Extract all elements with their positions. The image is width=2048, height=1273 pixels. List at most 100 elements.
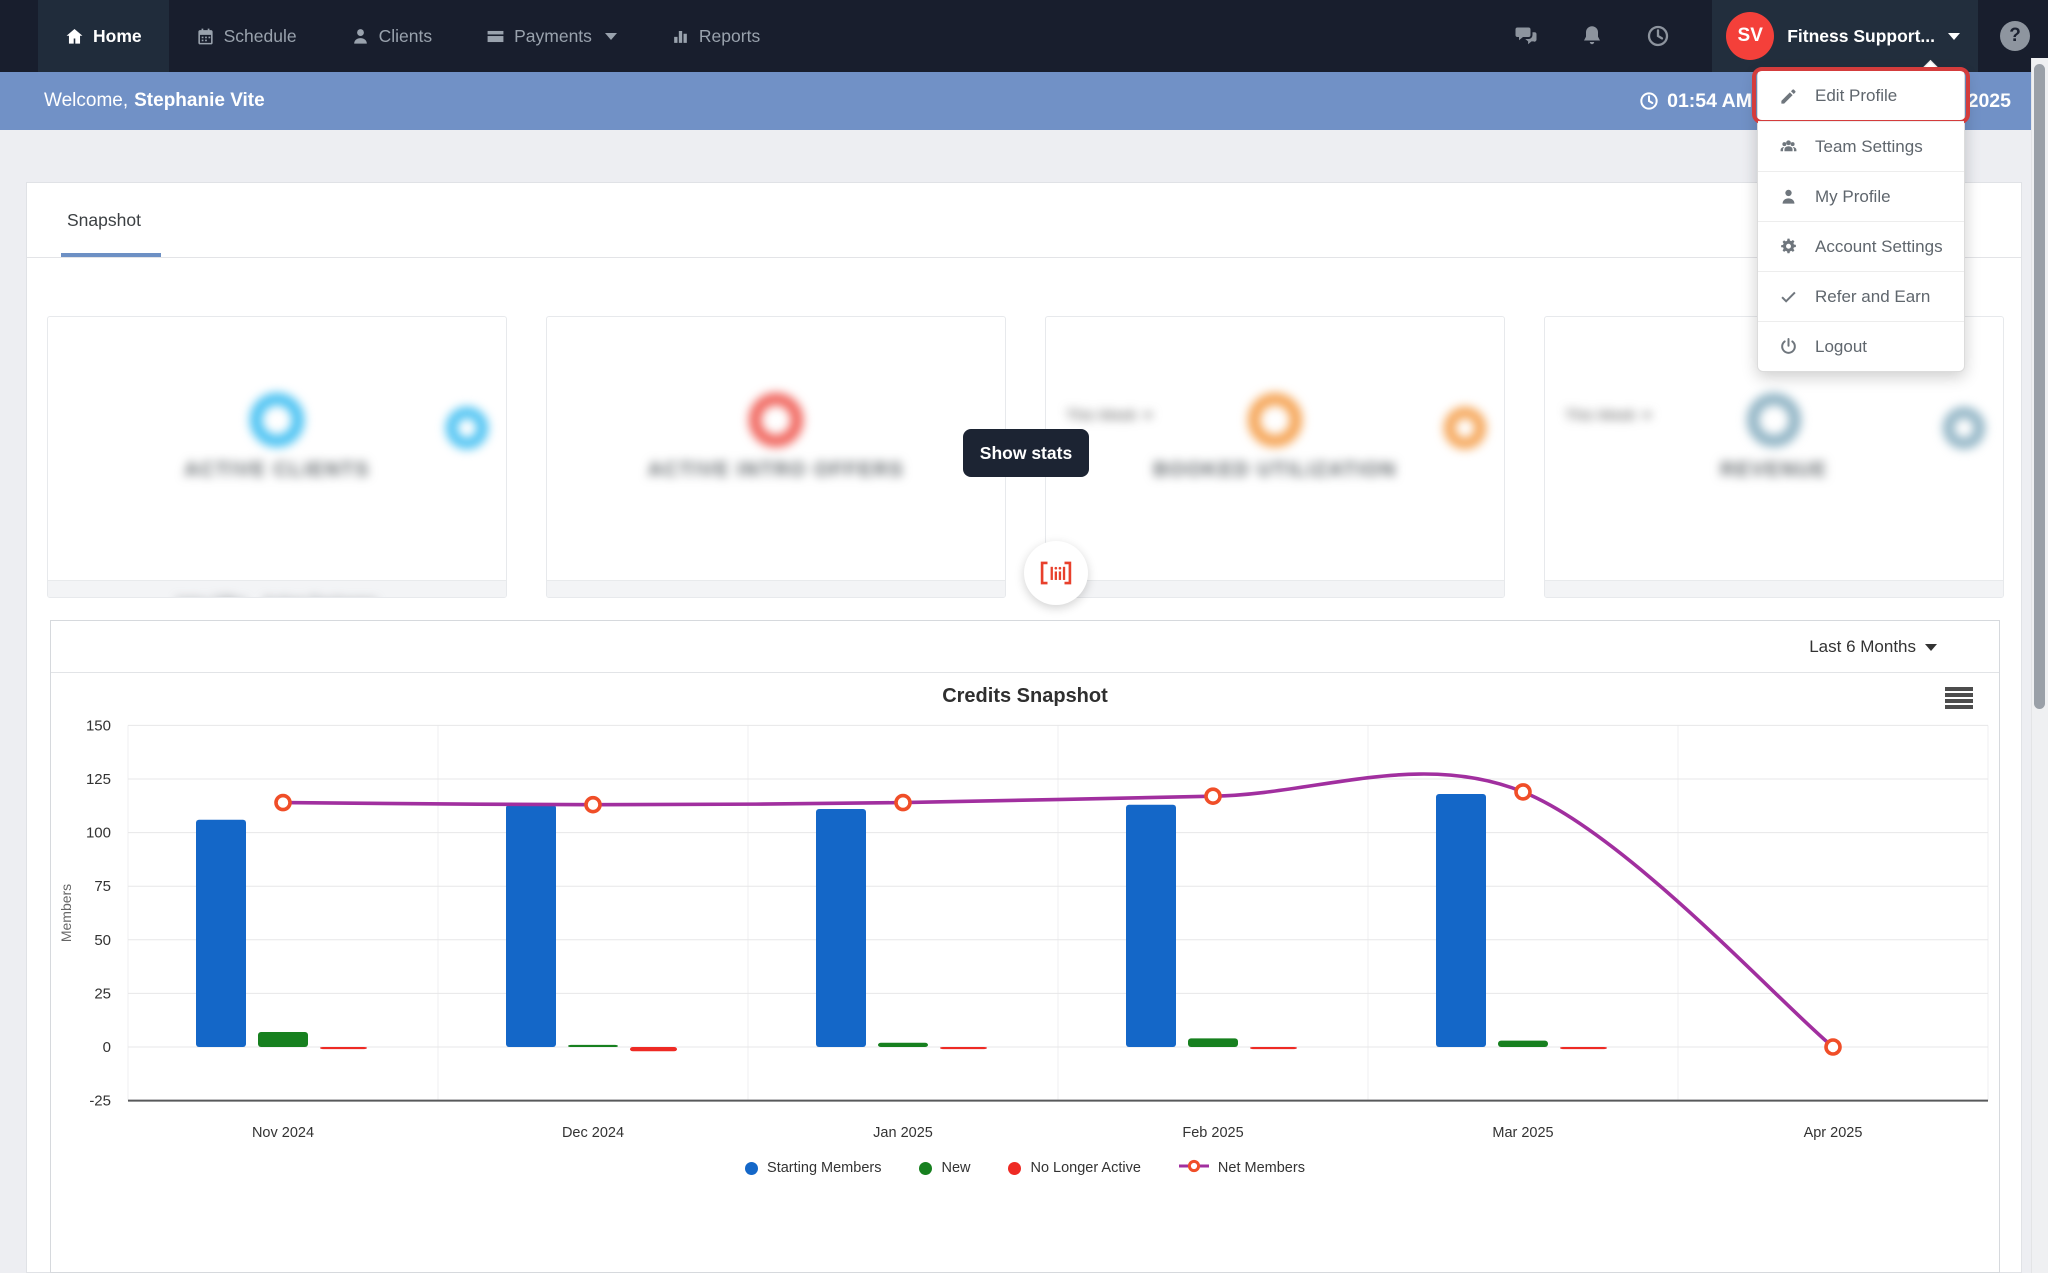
card-corner-icon[interactable] (1444, 407, 1486, 449)
nav-item-home[interactable]: Home (38, 0, 169, 72)
welcome-message: Welcome, Stephanie Vite (44, 72, 265, 130)
nav-item-label: Reports (698, 25, 761, 46)
svg-text:Feb 2025: Feb 2025 (1182, 1125, 1243, 1141)
power-icon (1779, 337, 1798, 356)
stat-card-footer (1046, 580, 1504, 597)
loading-donut-icon (1747, 393, 1801, 447)
current-date-fragment: 2025 (1967, 89, 2011, 112)
nav-item-reports[interactable]: Reports (644, 0, 787, 72)
legend-item-net-members[interactable]: Net Members (1178, 1159, 1305, 1177)
barcode-scan-button[interactable] (1024, 541, 1088, 605)
navbar-action-icons (1514, 24, 1712, 48)
bell-icon[interactable] (1580, 24, 1604, 48)
credits-snapshot-panel: Last 6 Months Credits Snapshot 150 125 100… (50, 620, 2000, 1273)
top-navbar: Home Schedule Clients Payments Reports SV Fi… (0, 0, 2048, 72)
chart-context-menu-icon[interactable] (1945, 687, 1973, 711)
svg-text:0: 0 (103, 1039, 111, 1056)
menu-item-refer-and-earn[interactable]: Refer and Earn (1758, 271, 1964, 321)
credit-card-icon (486, 27, 505, 46)
nav-item-clients[interactable]: Clients (324, 0, 460, 72)
stat-card-title: REVENUE (1720, 459, 1828, 481)
svg-text:Members: Members (58, 884, 74, 942)
tab-active-underline (61, 253, 161, 257)
footer-line: Intro Offer _ Active Packages (177, 591, 377, 598)
card-corner-icon[interactable] (1943, 407, 1985, 449)
card-period-label: This Week (1565, 407, 1636, 424)
menu-item-account-settings[interactable]: Account Settings (1758, 221, 1964, 271)
clock-icon (1639, 91, 1659, 111)
stat-card-footer: Intro Offer _ Active PackagesRecurring B… (48, 580, 506, 598)
stat-card-title: BOOKED UTILIZATION (1153, 459, 1397, 481)
legend-item-no-longer-active[interactable]: No Longer Active (1008, 1160, 1141, 1176)
time-value: 01:54 AM (1667, 89, 1752, 112)
welcome-bar: Welcome, Stephanie Vite 01:54 AM 2025 (0, 72, 2048, 130)
menu-item-logout[interactable]: Logout (1758, 321, 1964, 371)
chevron-down-icon (1925, 643, 1937, 651)
svg-text:100: 100 (86, 825, 111, 842)
svg-text:50: 50 (94, 932, 111, 949)
legend-label: Net Members (1217, 1160, 1305, 1176)
legend-item-new[interactable]: New (919, 1160, 970, 1176)
svg-text:Jan 2025: Jan 2025 (873, 1125, 933, 1141)
welcome-user-name: Stephanie Vite (134, 90, 265, 111)
chart-panel-header: Last 6 Months (51, 621, 1999, 673)
chart-title: Credits Snapshot (942, 685, 1108, 707)
users-icon (1779, 137, 1798, 156)
stat-card-booked-utilization: This Week BOOKED UTILIZATION (1045, 316, 1505, 598)
chart-legend: Starting Members New No Longer Active Net M… (51, 1159, 1999, 1177)
date-range-selector[interactable]: Last 6 Months (1809, 621, 1937, 673)
barcode-scan-icon (1040, 561, 1072, 585)
stat-card-body: ACTIVE INTRO OFFERS (547, 393, 1005, 580)
card-period-selector[interactable]: This Week (1066, 407, 1153, 424)
welcome-greeting: Welcome, (44, 90, 129, 111)
stat-card-footer (547, 580, 1005, 597)
svg-text:Apr 2025: Apr 2025 (1804, 1125, 1863, 1141)
user-display-name: Fitness Support... (1787, 25, 1935, 46)
menu-item-label: Edit Profile (1815, 86, 1898, 105)
stat-card-footer: Recurring (1545, 580, 2003, 597)
card-period-label: This Week (1066, 407, 1137, 424)
loading-donut-icon (749, 393, 803, 447)
nav-item-label: Home (93, 25, 142, 46)
card-period-selector[interactable]: This Week (1565, 407, 1652, 424)
legend-label: New (941, 1160, 971, 1176)
page-scrollbar[interactable] (2031, 58, 2048, 1273)
legend-line-marker-icon (1178, 1159, 1209, 1177)
nav-item-payments[interactable]: Payments (459, 0, 644, 72)
credits-chart-plot: 150 125 100 75 50 25 0 -25 Members Nov 2024 Dec 20… (58, 717, 1989, 1141)
tab-snapshot[interactable]: Snapshot (67, 210, 141, 230)
legend-dot-icon (745, 1161, 759, 1175)
blurred-card-content: This Week REVENUE (1545, 393, 2003, 482)
legend-dot-icon (919, 1161, 933, 1175)
menu-item-team-settings[interactable]: Team Settings (1758, 121, 1964, 171)
menu-item-label: Logout (1815, 336, 1867, 356)
svg-text:125: 125 (86, 771, 111, 788)
legend-label: No Longer Active (1030, 1160, 1141, 1176)
nav-item-schedule[interactable]: Schedule (169, 0, 324, 72)
user-menu-trigger[interactable]: SV Fitness Support... (1712, 0, 1978, 72)
help-button[interactable]: ? (2000, 21, 2030, 51)
clock-icon[interactable] (1646, 24, 1670, 48)
blurred-card-content: ACTIVE CLIENTS (48, 393, 506, 482)
blurred-card-content: This Week BOOKED UTILIZATION (1046, 393, 1504, 482)
svg-text:150: 150 (86, 717, 111, 734)
chevron-down-icon (604, 32, 617, 40)
person-icon (351, 27, 370, 46)
scrollbar-thumb[interactable] (2034, 64, 2045, 709)
bar-chart-icon (671, 27, 690, 46)
chevron-down-icon (1948, 32, 1960, 40)
stat-card-title: ACTIVE INTRO OFFERS (647, 459, 905, 481)
tabs-row: Snapshot (27, 183, 2021, 258)
menu-item-my-profile[interactable]: My Profile (1758, 171, 1964, 221)
menu-item-edit-profile[interactable]: Edit Profile (1752, 67, 1970, 124)
show-stats-button[interactable]: Show stats (963, 429, 1089, 477)
stat-card-body: This Week REVENUE (1545, 393, 2003, 580)
current-time: 01:54 AM (1639, 72, 1752, 130)
stat-card-active-clients: ACTIVE CLIENTS Intro Offer _ Active Packa… (47, 316, 507, 598)
legend-item-starting-members[interactable]: Starting Members (745, 1160, 881, 1176)
card-corner-icon[interactable] (446, 407, 488, 449)
stat-card-body: This Week BOOKED UTILIZATION (1046, 393, 1504, 580)
chat-icon[interactable] (1514, 24, 1538, 48)
svg-text:Nov 2024: Nov 2024 (252, 1125, 314, 1141)
svg-text:75: 75 (94, 878, 111, 895)
